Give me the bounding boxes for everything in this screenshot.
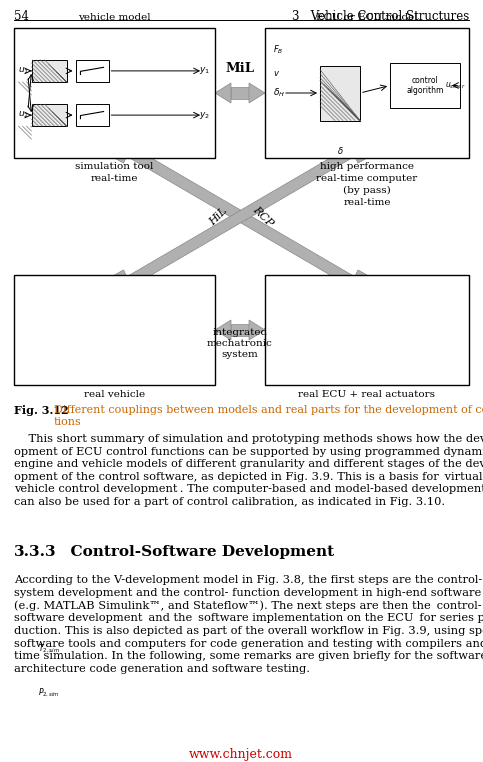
Bar — [231, 324, 249, 336]
Text: HiL: HiL — [208, 206, 229, 227]
Bar — [75, 104, 109, 126]
Text: $u_2$: $u_2$ — [18, 110, 29, 120]
Text: Control-Software Development: Control-Software Development — [60, 545, 334, 559]
Text: 3   Vehicle Control Structures: 3 Vehicle Control Structures — [292, 10, 469, 23]
Text: MiL: MiL — [226, 62, 255, 75]
Polygon shape — [114, 270, 134, 293]
Polygon shape — [127, 146, 355, 287]
Text: $P_{2,sim}$: $P_{2,sim}$ — [38, 687, 60, 700]
Text: 3.3.3: 3.3.3 — [14, 545, 57, 559]
Bar — [320, 66, 360, 120]
Text: $y_1$: $y_1$ — [199, 66, 210, 76]
Text: $T_{2,sim}$: $T_{2,sim}$ — [38, 643, 60, 655]
Polygon shape — [249, 320, 265, 340]
Bar — [14, 28, 215, 158]
Text: RCP: RCP — [251, 204, 275, 229]
Text: www.chnjet.com: www.chnjet.com — [189, 748, 293, 761]
Text: integrated
mechatronic
system: integrated mechatronic system — [207, 328, 273, 359]
Text: $u_1$: $u_1$ — [18, 66, 29, 76]
Text: $F_B$: $F_B$ — [273, 43, 284, 56]
Text: 54: 54 — [14, 10, 29, 23]
Text: $\delta$: $\delta$ — [337, 145, 343, 155]
Bar — [31, 104, 67, 126]
Text: $v$: $v$ — [273, 69, 280, 78]
Polygon shape — [347, 139, 367, 163]
Bar — [14, 275, 215, 385]
Polygon shape — [127, 146, 355, 287]
Bar — [265, 28, 469, 158]
Text: $u_{steer}$: $u_{steer}$ — [445, 80, 466, 91]
Text: real vehicle: real vehicle — [84, 390, 145, 399]
Bar — [390, 63, 460, 108]
Text: Different couplings between models and real parts for the development of control: Different couplings between models and r… — [54, 405, 483, 427]
Text: $y_2$: $y_2$ — [199, 110, 210, 120]
Text: ECU or ECU model: ECU or ECU model — [316, 13, 418, 22]
Text: high performance
real-time computer
(by pass)
real-time: high performance real-time computer (by … — [316, 162, 418, 207]
Polygon shape — [249, 83, 265, 103]
Bar — [31, 60, 67, 82]
Polygon shape — [215, 83, 231, 103]
Text: real ECU + real actuators: real ECU + real actuators — [298, 390, 436, 399]
Text: vehicle model: vehicle model — [78, 13, 151, 22]
Bar — [75, 60, 109, 82]
Polygon shape — [114, 139, 134, 163]
Text: According to the V-development model in Fig. 3.8, the first steps are the contro: According to the V-development model in … — [14, 575, 483, 674]
Bar — [265, 275, 469, 385]
Text: Fig. 3.12: Fig. 3.12 — [14, 405, 69, 416]
Text: This short summary of simulation and prototyping methods shows how the devel-
op: This short summary of simulation and pro… — [14, 434, 483, 507]
Text: $\delta_H$: $\delta_H$ — [273, 87, 285, 99]
Polygon shape — [215, 320, 231, 340]
Text: control
algorithm: control algorithm — [406, 75, 444, 95]
Bar — [231, 87, 249, 99]
Polygon shape — [347, 270, 367, 293]
Text: simulation tool
real-time: simulation tool real-time — [75, 162, 154, 183]
